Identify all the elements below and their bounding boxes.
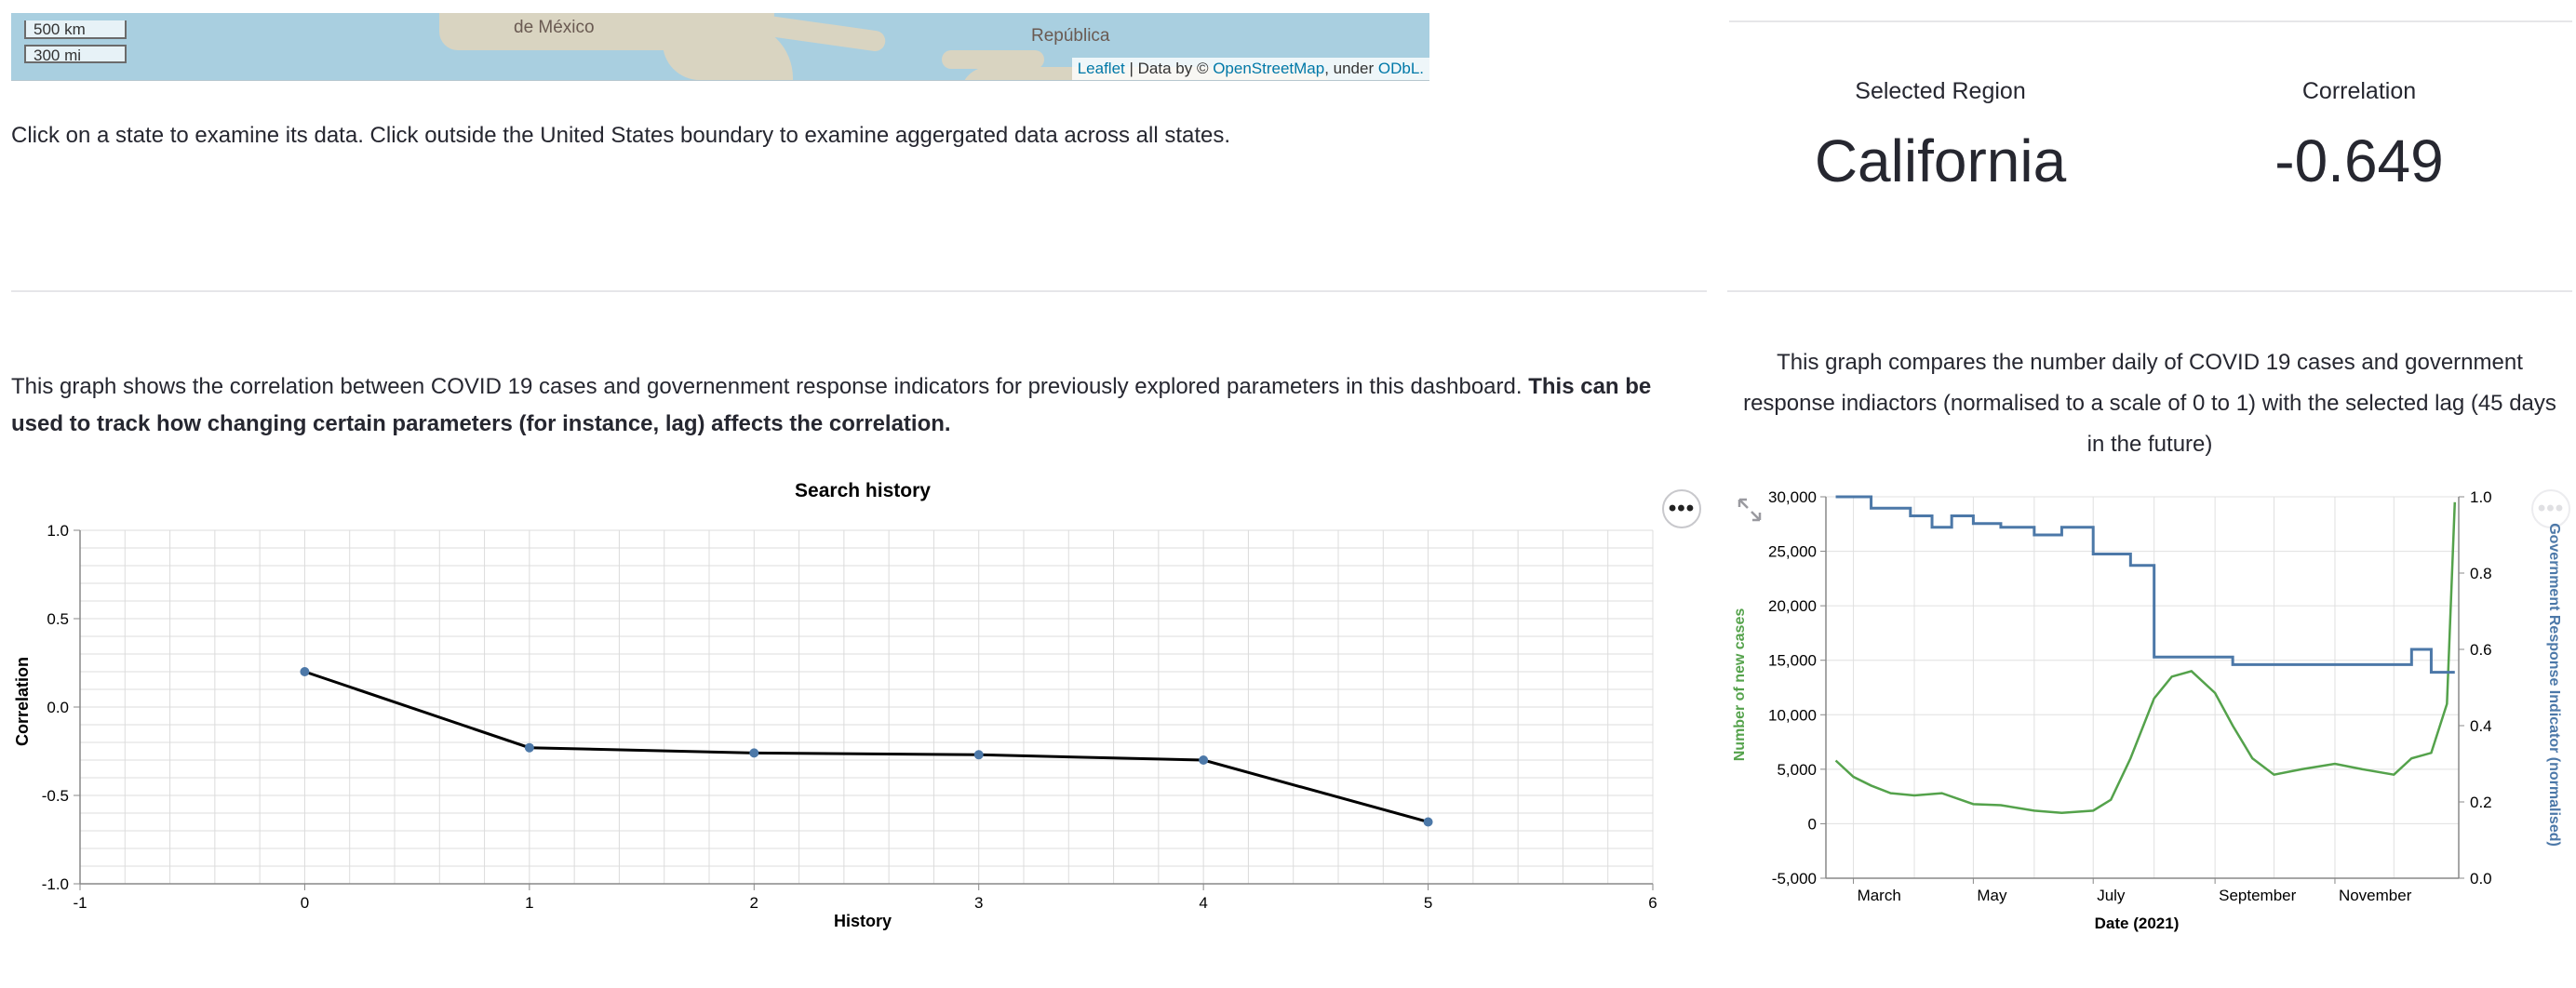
indicator-line [1835, 495, 2455, 674]
history-chart-menu-button[interactable]: ••• [1662, 489, 1701, 528]
history-y-tick-label: -0.5 [42, 787, 69, 805]
compare-y-left-title: Number of new cases [1732, 608, 1748, 762]
compare-y-left-tick-label: 30,000 [1768, 488, 1817, 506]
history-description: This graph shows the correlation between… [11, 368, 1705, 443]
map-scale-mi: 300 mi [24, 45, 127, 64]
history-description-bold: This can be used to track how changing c… [11, 374, 1652, 436]
compare-description: This graph compares the number daily of … [1743, 350, 2556, 457]
osm-link[interactable]: OpenStreetMap [1213, 60, 1325, 77]
history-y-axis-title: Correlation [13, 657, 32, 746]
compare-x-axis-title: Date (2021) [2095, 915, 2180, 932]
compare-chart-menu-button[interactable]: ••• [2531, 489, 2570, 528]
attribution-under: , under [1324, 60, 1378, 77]
expand-icon[interactable] [1737, 497, 1763, 523]
history-chart-title: Search history [795, 480, 931, 501]
right-top-divider [1729, 20, 2572, 22]
history-x-tick-label: 3 [974, 894, 983, 912]
history-y-tick-label: -1.0 [42, 875, 69, 893]
selected-region-value: California [1814, 127, 2067, 194]
history-x-tick-label: 2 [750, 894, 758, 912]
compare-y-left-tick-label: 25,000 [1768, 543, 1817, 561]
history-point [973, 750, 984, 760]
history-line [303, 670, 1429, 823]
history-point [749, 748, 759, 758]
correlation-label: Correlation [2301, 78, 2417, 104]
history-point [1423, 817, 1433, 827]
history-point [524, 742, 534, 753]
history-y-tick-label: 1.0 [47, 522, 69, 540]
map-attribution: Leaflet | Data by © OpenStreetMap, under… [1071, 58, 1429, 80]
compare-y-right-tick-label: 0.4 [2470, 717, 2492, 735]
history-x-tick-label: 0 [301, 894, 309, 912]
compare-y-left-tick-label: 20,000 [1768, 597, 1817, 615]
history-x-tick-label: 4 [1199, 894, 1207, 912]
cases-vs-indicator-chart: Number of new cases Government Response … [1732, 488, 2562, 932]
compare-y-left-tick-label: 15,000 [1768, 652, 1817, 670]
map-scale-km: 500 km [24, 20, 127, 39]
map-label-mexico: de México [514, 18, 595, 37]
history-point [300, 667, 310, 676]
map-land-hispaniola [942, 50, 1044, 69]
history-x-axis-title: History [834, 912, 892, 930]
odbl-link[interactable]: ODbL. [1377, 60, 1424, 77]
compare-y-right-tick-label: 1.0 [2470, 488, 2492, 506]
search-history-chart: Search history Correlation History -1 0 1 2… [13, 480, 1657, 930]
compare-y-right-title: Government Response Indicator (normalise… [2546, 523, 2562, 847]
compare-y-right-tick-label: 0.2 [2470, 794, 2492, 811]
cases-line [1834, 501, 2457, 814]
compare-x-tick-label: November [2339, 887, 2412, 904]
history-x-tick-label: -1 [73, 894, 87, 912]
compare-y-right-tick-label: 0.6 [2470, 641, 2492, 659]
map-label-republica: República [1031, 26, 1110, 46]
history-description-text: This graph shows the correlation between… [11, 374, 1529, 399]
history-x-tick-label: 5 [1424, 894, 1432, 912]
history-point [1199, 755, 1209, 765]
map-view[interactable]: 500 km 300 mi de México República Leafle… [11, 13, 1429, 81]
leaflet-link[interactable]: Leaflet [1077, 60, 1125, 77]
compare-y-right-tick-label: 0.8 [2470, 565, 2492, 582]
compare-y-left-tick-label: 0 [1808, 815, 1817, 833]
compare-x-tick-label: March [1858, 887, 1901, 904]
map-instructions: Click on a state to examine its data. Cl… [11, 123, 1231, 148]
compare-y-left-tick-label: -5,000 [1772, 870, 1817, 888]
left-section-divider [11, 290, 1707, 292]
compare-y-left-tick-label: 5,000 [1777, 761, 1817, 779]
compare-y-left-tick-label: 10,000 [1768, 706, 1817, 724]
correlation-value: -0.649 [2274, 127, 2444, 194]
attribution-text: | Data by © [1124, 60, 1214, 77]
compare-x-tick-label: September [2219, 887, 2296, 904]
history-x-tick-label: 6 [1648, 894, 1657, 912]
selected-region-label: Selected Region [1855, 78, 2026, 104]
history-y-tick-label: 0.0 [47, 699, 69, 716]
compare-y-right-tick-label: 0.0 [2470, 870, 2492, 888]
history-x-tick-label: 1 [525, 894, 533, 912]
history-y-tick-label: 0.5 [47, 610, 69, 628]
right-section-divider [1727, 290, 2572, 292]
compare-x-tick-label: July [2097, 887, 2126, 904]
compare-x-tick-label: May [1977, 887, 2007, 904]
